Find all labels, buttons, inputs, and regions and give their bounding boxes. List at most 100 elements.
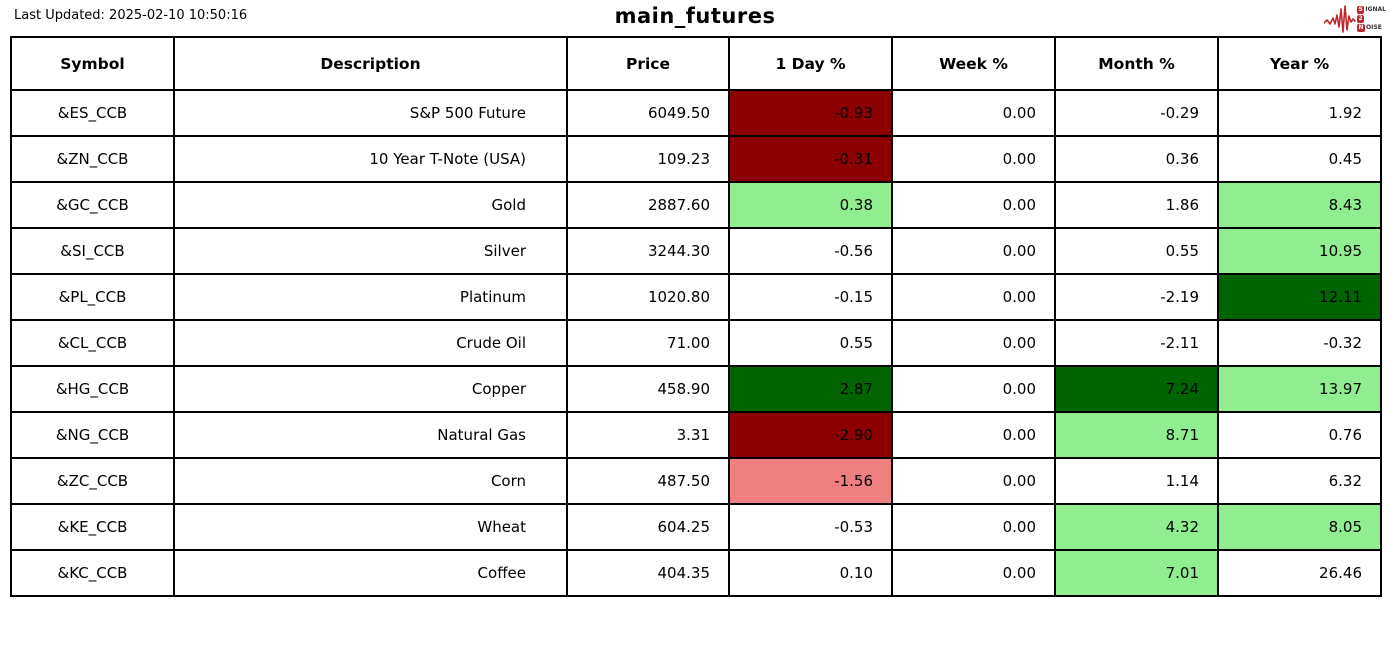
symbol-cell: &ZC_CCB [10, 457, 175, 505]
table-row: &ZC_CCB Corn 487.50 -1.56 0.00 1.14 6.32 [10, 457, 1382, 505]
symbol-cell: &GC_CCB [10, 181, 175, 229]
month-pct-cell: 7.01 [1054, 549, 1219, 597]
col-header-year-pct: Year % [1217, 36, 1382, 91]
logo-badge-n: N [1357, 24, 1366, 32]
day-pct-cell: -1.56 [728, 457, 893, 505]
day-pct-cell: -0.53 [728, 503, 893, 551]
symbol-cell: &CL_CCB [10, 319, 175, 367]
day-pct-cell: -2.90 [728, 411, 893, 459]
description-cell: Corn [173, 457, 568, 505]
table-row: &CL_CCB Crude Oil 71.00 0.55 0.00 -2.11 … [10, 319, 1382, 367]
description-cell: Gold [173, 181, 568, 229]
week-pct-cell: 0.00 [891, 411, 1056, 459]
description-cell: Silver [173, 227, 568, 275]
month-pct-cell: 0.55 [1054, 227, 1219, 275]
symbol-cell: &KC_CCB [10, 549, 175, 597]
day-pct-cell: 0.38 [728, 181, 893, 229]
price-cell: 3.31 [566, 411, 730, 459]
price-cell: 404.35 [566, 549, 730, 597]
table-row: &NG_CCB Natural Gas 3.31 -2.90 0.00 8.71… [10, 411, 1382, 459]
year-pct-cell: 0.45 [1217, 135, 1382, 183]
logo-word-signal-rest: IGNAL [1365, 6, 1386, 13]
table-row: &ZN_CCB 10 Year T-Note (USA) 109.23 -0.3… [10, 135, 1382, 183]
month-pct-cell: 0.36 [1054, 135, 1219, 183]
price-cell: 604.25 [566, 503, 730, 551]
logo-line-2: 2 [1357, 15, 1386, 23]
col-header-price: Price [566, 36, 730, 91]
col-header-description: Description [173, 36, 568, 91]
table-row: &KC_CCB Coffee 404.35 0.10 0.00 7.01 26.… [10, 549, 1382, 597]
symbol-cell: &KE_CCB [10, 503, 175, 551]
year-pct-cell: 12.11 [1217, 273, 1382, 321]
week-pct-cell: 0.00 [891, 503, 1056, 551]
waveform-icon [1324, 5, 1356, 33]
price-cell: 1020.80 [566, 273, 730, 321]
description-cell: S&P 500 Future [173, 89, 568, 137]
price-cell: 458.90 [566, 365, 730, 413]
symbol-cell: &PL_CCB [10, 273, 175, 321]
description-cell: Natural Gas [173, 411, 568, 459]
col-header-day-pct: 1 Day % [728, 36, 893, 91]
price-cell: 109.23 [566, 135, 730, 183]
day-pct-cell: -0.31 [728, 135, 893, 183]
description-cell: Crude Oil [173, 319, 568, 367]
week-pct-cell: 0.00 [891, 365, 1056, 413]
table-row: &KE_CCB Wheat 604.25 -0.53 0.00 4.32 8.0… [10, 503, 1382, 551]
day-pct-cell: -0.15 [728, 273, 893, 321]
table-row: &ES_CCB S&P 500 Future 6049.50 -0.93 0.0… [10, 89, 1382, 137]
table-row: &SI_CCB Silver 3244.30 -0.56 0.00 0.55 1… [10, 227, 1382, 275]
week-pct-cell: 0.00 [891, 549, 1056, 597]
year-pct-cell: 0.76 [1217, 411, 1382, 459]
month-pct-cell: 1.14 [1054, 457, 1219, 505]
logo-line-noise: N OISE [1357, 24, 1386, 32]
futures-table-header: Symbol Description Price 1 Day % Week % … [10, 36, 1382, 91]
table-row: &PL_CCB Platinum 1020.80 -0.15 0.00 -2.1… [10, 273, 1382, 321]
month-pct-cell: 1.86 [1054, 181, 1219, 229]
month-pct-cell: -2.11 [1054, 319, 1219, 367]
month-pct-cell: 8.71 [1054, 411, 1219, 459]
price-cell: 71.00 [566, 319, 730, 367]
day-pct-cell: -0.93 [728, 89, 893, 137]
week-pct-cell: 0.00 [891, 457, 1056, 505]
col-header-week-pct: Week % [891, 36, 1056, 91]
description-cell: Platinum [173, 273, 568, 321]
year-pct-cell: 1.92 [1217, 89, 1382, 137]
logo-word-noise-rest: OISE [1366, 24, 1382, 31]
year-pct-cell: 13.97 [1217, 365, 1382, 413]
header-row: Symbol Description Price 1 Day % Week % … [10, 36, 1382, 91]
day-pct-cell: 0.55 [728, 319, 893, 367]
symbol-cell: &NG_CCB [10, 411, 175, 459]
symbol-cell: &HG_CCB [10, 365, 175, 413]
table-row: &GC_CCB Gold 2887.60 0.38 0.00 1.86 8.43 [10, 181, 1382, 229]
last-updated-label: Last Updated: 2025-02-10 10:50:16 [14, 8, 248, 23]
year-pct-cell: 10.95 [1217, 227, 1382, 275]
futures-table-body: &ES_CCB S&P 500 Future 6049.50 -0.93 0.0… [10, 89, 1382, 597]
month-pct-cell: 7.24 [1054, 365, 1219, 413]
price-cell: 3244.30 [566, 227, 730, 275]
description-cell: 10 Year T-Note (USA) [173, 135, 568, 183]
logo-badge-s: S [1357, 6, 1365, 14]
week-pct-cell: 0.00 [891, 273, 1056, 321]
year-pct-cell: 8.05 [1217, 503, 1382, 551]
week-pct-cell: 0.00 [891, 135, 1056, 183]
price-cell: 487.50 [566, 457, 730, 505]
month-pct-cell: -0.29 [1054, 89, 1219, 137]
logo-badge-2: 2 [1357, 15, 1365, 23]
week-pct-cell: 0.00 [891, 319, 1056, 367]
day-pct-cell: 2.87 [728, 365, 893, 413]
description-cell: Wheat [173, 503, 568, 551]
year-pct-cell: 6.32 [1217, 457, 1382, 505]
description-cell: Coffee [173, 549, 568, 597]
day-pct-cell: -0.56 [728, 227, 893, 275]
logo-text: S IGNAL 2 N OISE [1357, 6, 1386, 32]
symbol-cell: &ES_CCB [10, 89, 175, 137]
page-title: main_futures [614, 4, 776, 28]
signal2noise-logo: S IGNAL 2 N OISE [1324, 3, 1386, 35]
symbol-cell: &ZN_CCB [10, 135, 175, 183]
month-pct-cell: 4.32 [1054, 503, 1219, 551]
week-pct-cell: 0.00 [891, 89, 1056, 137]
year-pct-cell: 26.46 [1217, 549, 1382, 597]
col-header-month-pct: Month % [1054, 36, 1219, 91]
year-pct-cell: 8.43 [1217, 181, 1382, 229]
year-pct-cell: -0.32 [1217, 319, 1382, 367]
